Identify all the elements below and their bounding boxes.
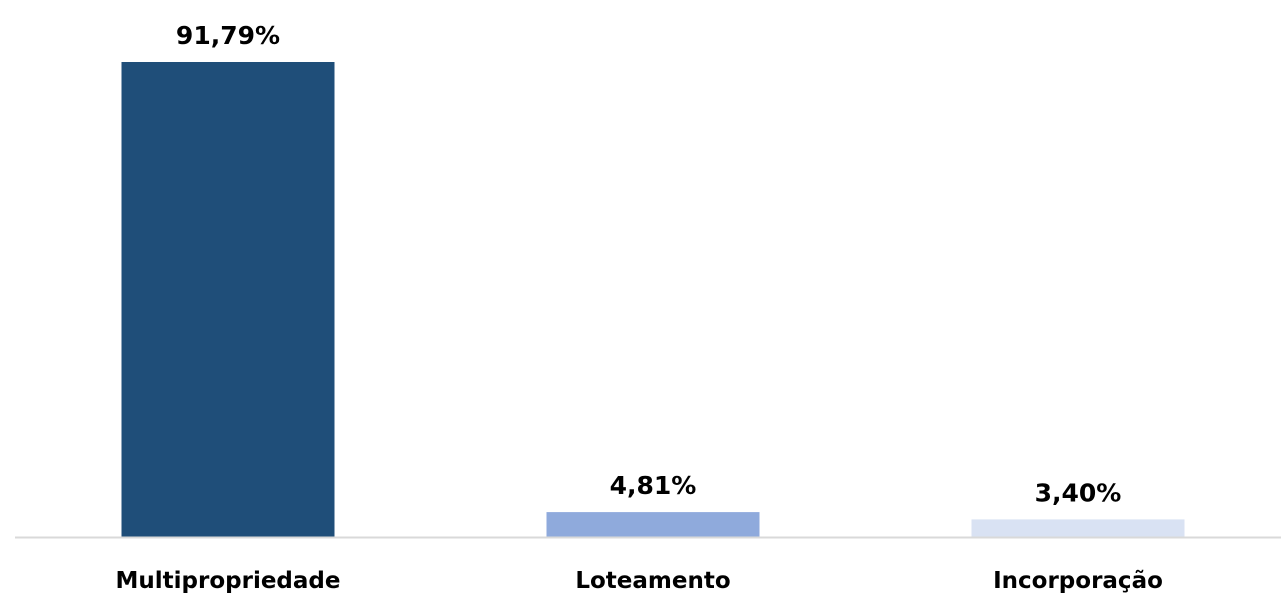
bar-loteamento: [546, 512, 760, 537]
category-label-multipropriedade: Multipropriedade: [116, 568, 341, 594]
value-label-multipropriedade: 91,79%: [176, 21, 280, 50]
value-label-incorporação: 3,40%: [1035, 478, 1122, 507]
category-label-incorporação: Incorporação: [993, 568, 1163, 594]
bar-group: [121, 62, 1185, 537]
bar-incorporação: [971, 519, 1185, 537]
value-label-group: 91,79% 4,81% 3,40%: [176, 21, 1121, 507]
category-label-group: Multipropriedade Loteamento Incorporação: [116, 568, 1163, 594]
value-label-loteamento: 4,81%: [610, 471, 697, 500]
bar-multipropriedade: [121, 62, 335, 537]
category-label-loteamento: Loteamento: [575, 568, 730, 594]
